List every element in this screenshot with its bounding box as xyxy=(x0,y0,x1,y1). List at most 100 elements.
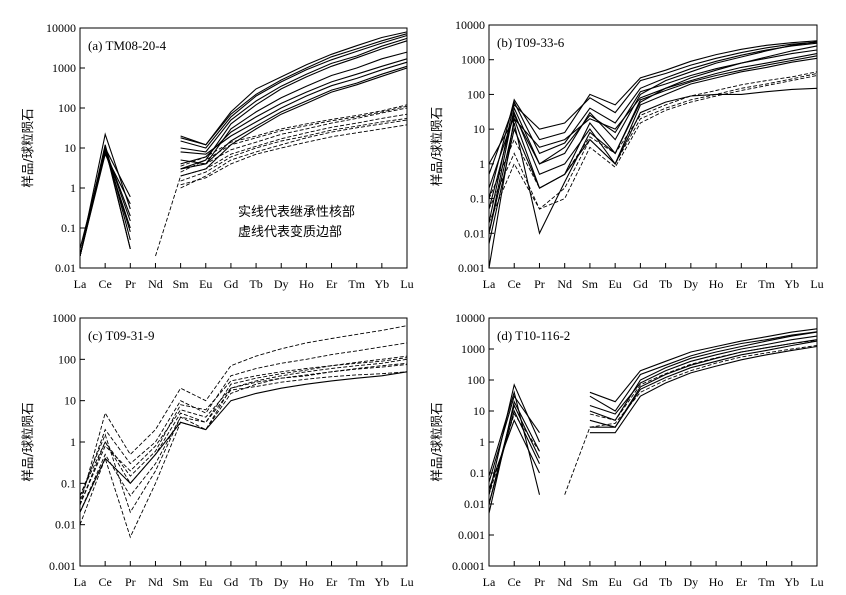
x-tick-label: Nd xyxy=(148,277,163,291)
x-tick-label: Yb xyxy=(375,575,390,589)
series-line-rim-6 xyxy=(180,124,408,186)
annotation: 虚线代表变质边部 xyxy=(238,224,342,240)
x-tick-label: Gd xyxy=(633,575,648,589)
y-tick-label: 1 xyxy=(70,435,76,449)
x-tick-label: Eu xyxy=(199,575,212,589)
series-line-c-4 xyxy=(79,362,408,513)
panel-title: (d) T10-116-2 xyxy=(497,328,570,343)
series-line-rim-7 xyxy=(180,104,408,167)
x-tick-label: Eu xyxy=(608,575,621,589)
series-line-rim-1 xyxy=(180,119,408,189)
series-line-b-3 xyxy=(488,40,818,199)
x-tick-label: Er xyxy=(326,277,337,291)
y-tick-label: 0.0001 xyxy=(452,559,485,573)
x-tick-label: Gd xyxy=(224,277,239,291)
x-tick-label: La xyxy=(74,277,87,291)
annotation: 实线代表继承性核部 xyxy=(238,205,355,220)
x-tick-label: Tm xyxy=(758,277,775,291)
panel-title: (a) TM08-20-4 xyxy=(88,38,167,53)
x-tick-label: Ce xyxy=(508,575,521,589)
x-tick-label: Lu xyxy=(810,575,823,589)
x-tick-label: Pr xyxy=(125,277,136,291)
y-tick-label: 0.01 xyxy=(55,261,76,275)
y-tick-label: 10000 xyxy=(455,18,485,32)
panel-title: (c) T09-31-9 xyxy=(88,328,155,343)
series-line-d-2 xyxy=(488,328,818,495)
x-tick-label: Tm xyxy=(348,277,365,291)
series-line-core-9 xyxy=(79,33,408,257)
x-tick-label: Ho xyxy=(299,575,314,589)
x-tick-label: Nd xyxy=(148,575,163,589)
x-tick-label: Sm xyxy=(173,277,190,291)
series-line-c-5 xyxy=(79,342,408,500)
y-tick-label: 1000 xyxy=(461,342,485,356)
y-tick-label: 0.01 xyxy=(464,497,485,511)
series-line-b-13 xyxy=(488,71,818,199)
series-line-d-1 xyxy=(488,331,818,514)
panel-b: 0.001 0.01 0.1 1 10 100 1000 10000 La Ce Pr Nd Sm Eu G… xyxy=(429,18,824,291)
y-tick-label: 10 xyxy=(64,141,76,155)
y-tick-label: 100 xyxy=(58,352,76,366)
x-tick-label: Ce xyxy=(98,575,111,589)
series-line-b-1 xyxy=(488,45,818,269)
x-tick-label: Tb xyxy=(659,277,672,291)
series-line-rim-2 xyxy=(155,113,408,257)
x-tick-label: Lu xyxy=(400,575,413,589)
x-tick-label: Yb xyxy=(784,575,799,589)
x-tick-label: Sm xyxy=(173,575,190,589)
x-tick-label: Tm xyxy=(348,575,365,589)
series-line-b-8 xyxy=(488,42,818,223)
x-tick-label: Eu xyxy=(608,277,621,291)
x-tick-label: Tm xyxy=(758,575,775,589)
y-axis-label: 样品/球粒陨石 xyxy=(429,402,444,481)
x-tick-label: La xyxy=(74,575,87,589)
x-tick-label: Er xyxy=(736,575,747,589)
x-tick-label: Nd xyxy=(557,277,572,291)
y-tick-label: 0.001 xyxy=(458,261,485,275)
x-tick-label: Sm xyxy=(582,277,599,291)
y-tick-label: 0.01 xyxy=(464,226,485,240)
y-tick-label: 0.01 xyxy=(55,518,76,532)
series-line-b-11 xyxy=(488,73,818,210)
series-line-d-3 xyxy=(488,331,818,483)
y-tick-label: 10000 xyxy=(455,311,485,325)
y-tick-label: 1 xyxy=(479,435,485,449)
series-line-b-7 xyxy=(488,87,818,244)
series-line-d-6 xyxy=(488,335,818,505)
x-tick-label: Tb xyxy=(249,277,262,291)
x-tick-label: Dy xyxy=(684,277,699,291)
x-tick-label: Yb xyxy=(375,277,390,291)
series-line-c-2 xyxy=(79,325,408,506)
series-line-d-5 xyxy=(488,340,818,495)
y-tick-label: 0.1 xyxy=(470,466,485,480)
x-tick-label: Ho xyxy=(709,575,724,589)
series-line-c-9 xyxy=(79,357,408,506)
panel-title: (b) T09-33-6 xyxy=(497,35,565,50)
y-tick-label: 10 xyxy=(473,404,485,418)
x-tick-label: La xyxy=(483,575,496,589)
x-tick-label: Nd xyxy=(557,575,572,589)
x-tick-label: Er xyxy=(326,575,337,589)
x-tick-label: Tb xyxy=(249,575,262,589)
y-tick-label: 10000 xyxy=(46,21,76,35)
x-tick-label: Pr xyxy=(534,277,545,291)
y-tick-label: 0.1 xyxy=(61,476,76,490)
x-tick-label: Eu xyxy=(199,277,212,291)
x-tick-label: Ce xyxy=(98,277,111,291)
series-line-b-10 xyxy=(488,55,818,235)
x-tick-label: Tb xyxy=(659,575,672,589)
x-tick-label: Pr xyxy=(125,575,136,589)
series-line-b-9 xyxy=(488,49,818,189)
x-tick-label: Ho xyxy=(709,277,724,291)
series-line-rim-5 xyxy=(180,105,408,173)
series-line-b-4 xyxy=(488,41,818,175)
y-tick-label: 100 xyxy=(467,373,485,387)
panel-a: 0.01 0.1 1 10 100 1000 10000 La Ce Pr Nd Sm Eu Gd Tb Dy… xyxy=(20,21,414,291)
x-tick-label: Lu xyxy=(810,277,823,291)
series-line-d-8 xyxy=(564,345,818,495)
y-axis-label: 样品/球粒陨石 xyxy=(429,107,444,186)
x-tick-label: Gd xyxy=(633,277,648,291)
series-line-rim-4 xyxy=(180,117,408,182)
y-tick-label: 1 xyxy=(70,181,76,195)
